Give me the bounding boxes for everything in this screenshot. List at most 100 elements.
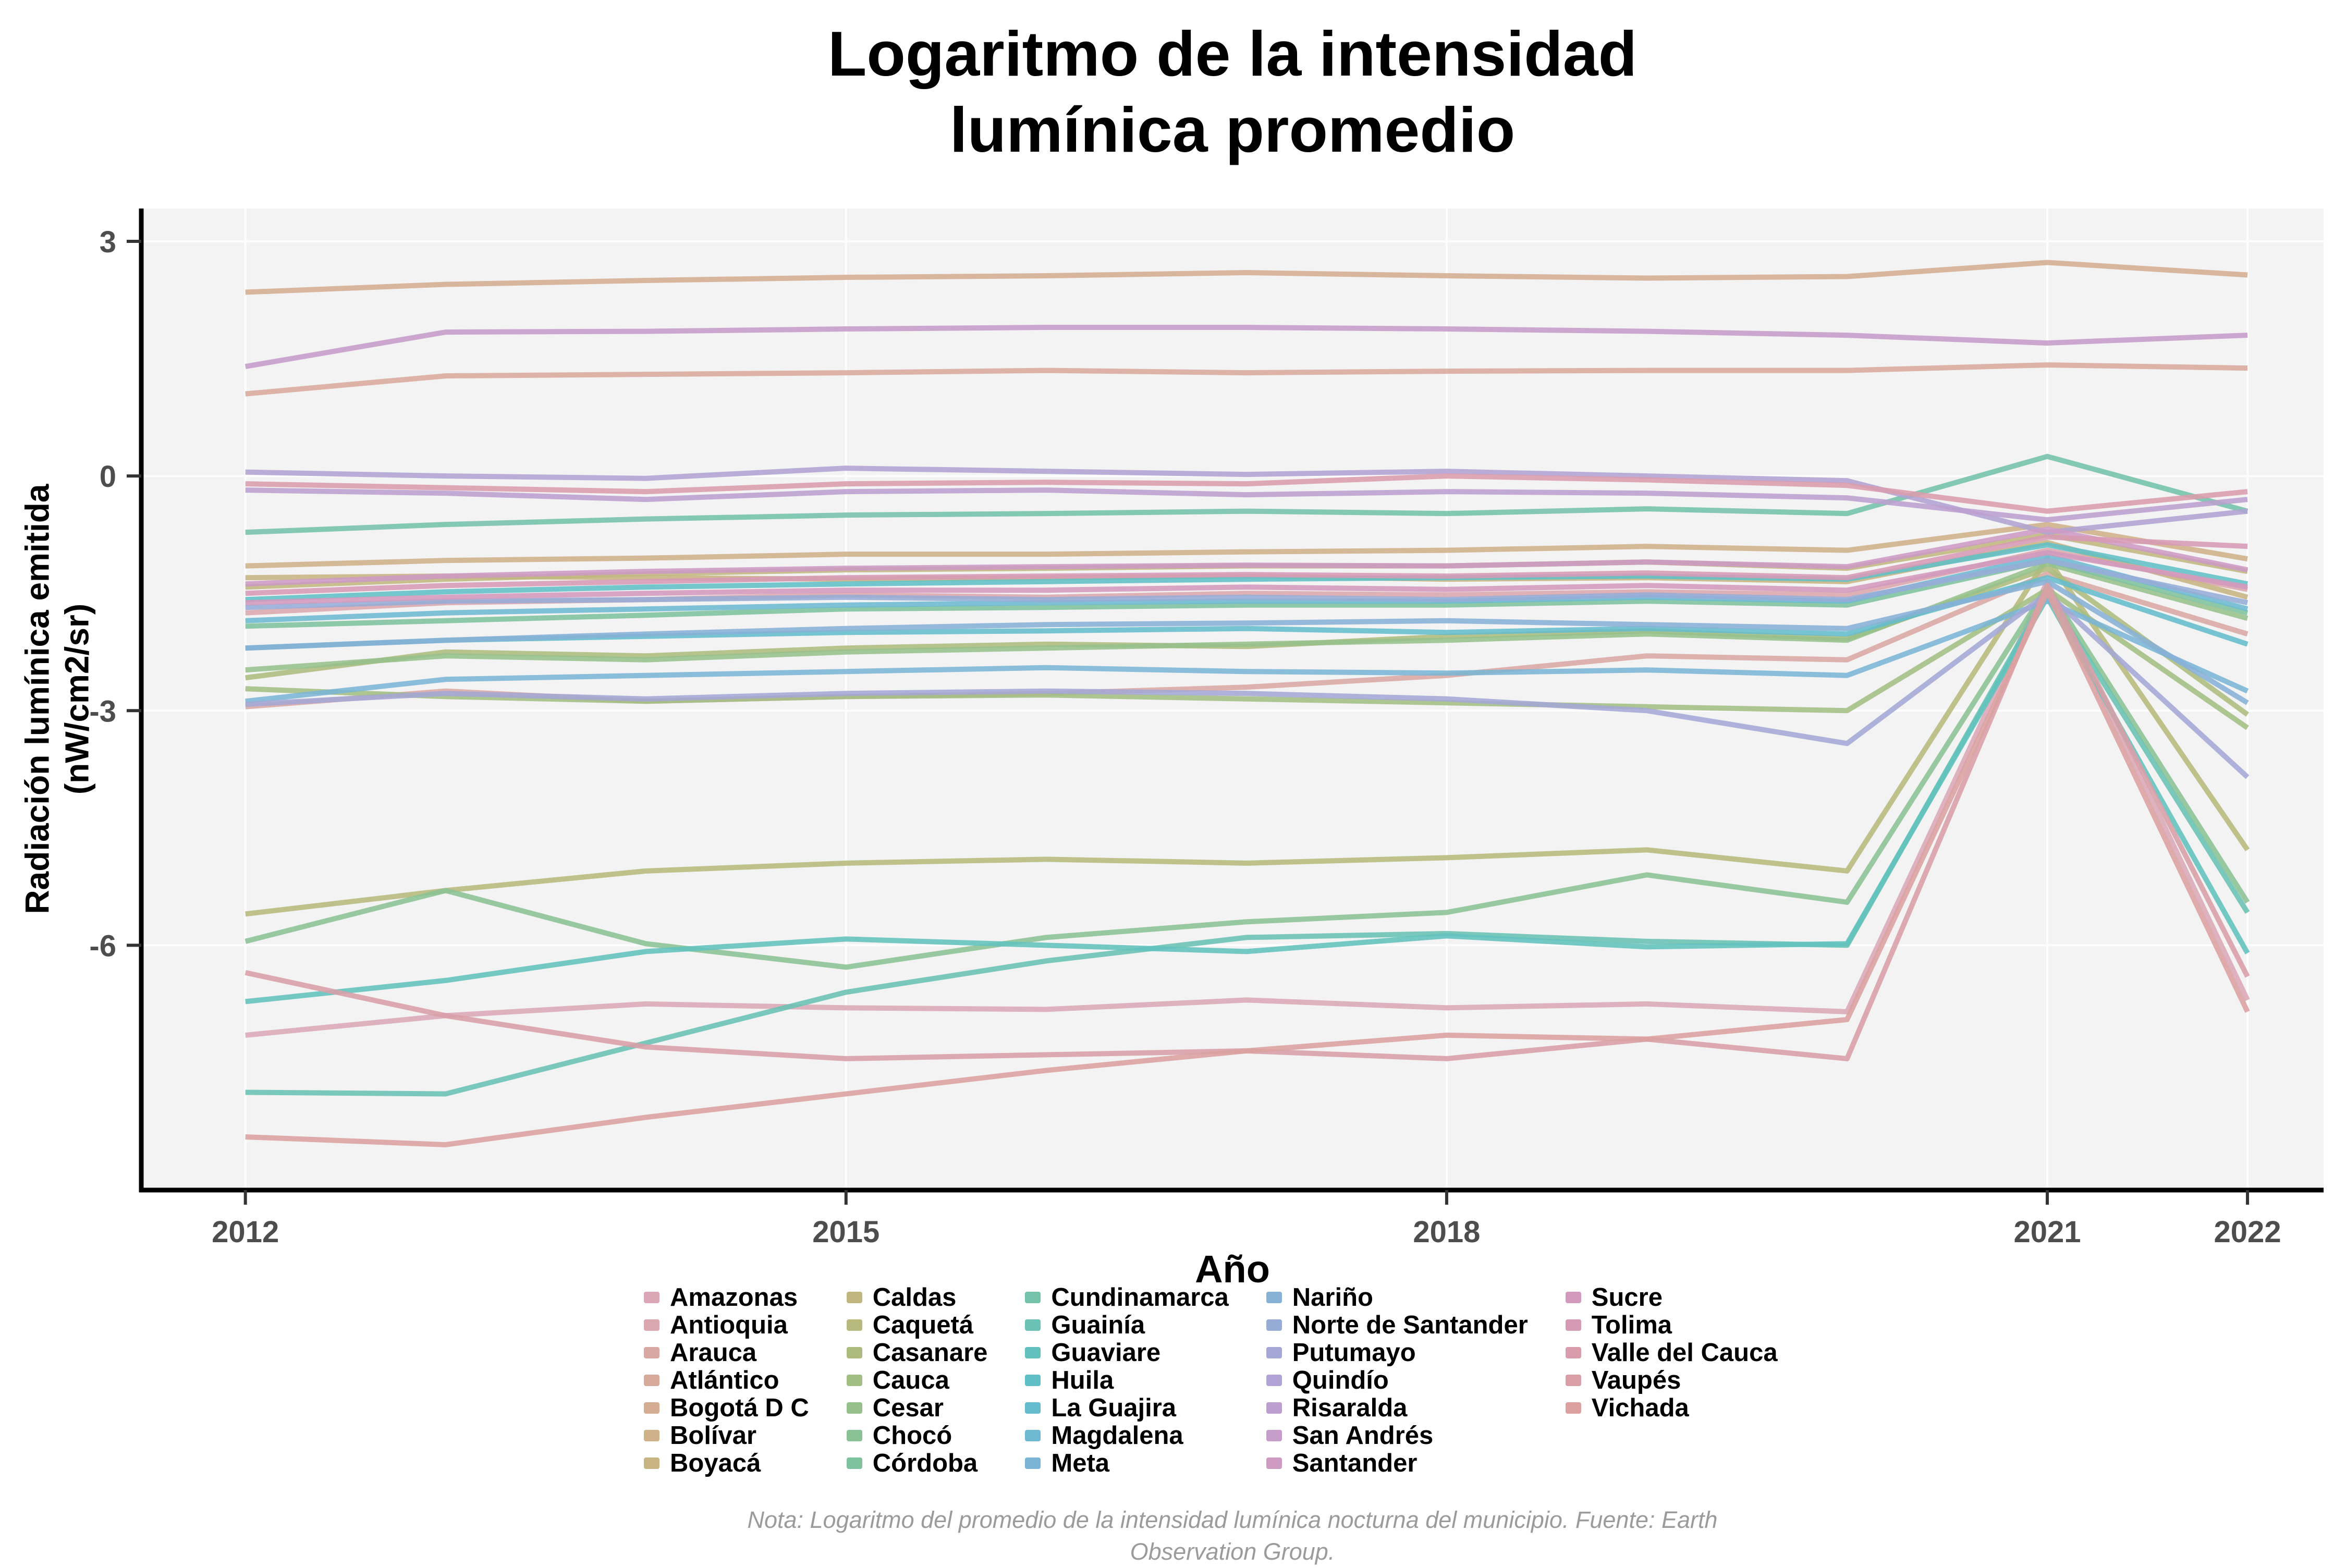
line-series-putumayo — [245, 591, 2250, 779]
legend-swatch — [1266, 1374, 1282, 1386]
legend-label: Bogotá D C — [670, 1393, 809, 1422]
legend-label: La Guajira — [1051, 1393, 1177, 1422]
legend-item: Santander — [1266, 1449, 1528, 1477]
legend-label: Bolívar — [670, 1421, 757, 1450]
legend-item: Caquetá — [846, 1311, 988, 1339]
chart-title: Logaritmo de la intensidad lumínica prom… — [827, 18, 1638, 166]
legend-label: Guaviare — [1051, 1338, 1161, 1367]
legend-swatch — [644, 1319, 659, 1331]
legend-swatch — [644, 1346, 659, 1358]
line-series-nari-o — [245, 579, 2249, 705]
line-series-huila — [245, 542, 2249, 603]
line-series-meta — [245, 598, 2249, 704]
legend-swatch — [1266, 1291, 1282, 1303]
legend-label: Vichada — [1591, 1393, 1689, 1422]
chart-caption: Nota: Logaritmo del promedio de la inten… — [747, 1506, 1718, 1565]
legend-swatch — [644, 1429, 659, 1441]
line-series-norte-de-santander — [245, 558, 2249, 610]
legend-label: Guainía — [1051, 1310, 1145, 1339]
legend-label: Nariño — [1292, 1283, 1373, 1312]
legend: Amazonas Antioquia Arauca Atlántico Bogotá D… — [644, 1283, 1778, 1483]
legend-item: Arauca — [644, 1338, 809, 1367]
line-series-choc- — [245, 584, 2250, 970]
legend-item: Boyacá — [644, 1449, 809, 1477]
y-axis-title: Radiación lumínica emitida (nW/cm2/sr) — [18, 484, 95, 914]
legend-swatch — [1266, 1402, 1282, 1414]
line-series-valle-del-cauca — [245, 473, 2248, 514]
legend-label: Antioquia — [670, 1310, 788, 1339]
legend-label: Risaralda — [1292, 1393, 1408, 1422]
legend-label: Valle del Cauca — [1591, 1338, 1778, 1367]
legend-label: Boyacá — [670, 1449, 761, 1477]
legend-item: Atlántico — [644, 1366, 809, 1394]
legend-swatch — [1025, 1402, 1041, 1414]
legend-label: Amazonas — [670, 1283, 798, 1312]
x-tick-label: 2012 — [212, 1215, 279, 1249]
line-series-san-andr-s — [245, 325, 2248, 370]
legend-item: Meta — [1025, 1449, 1228, 1477]
legend-swatch — [1565, 1291, 1581, 1303]
y-tick-label: -6 — [89, 929, 116, 963]
legend-swatch — [846, 1374, 862, 1386]
line-series-sucre — [245, 550, 2248, 606]
y-tick-label: -3 — [89, 694, 116, 728]
line-series-risaralda — [245, 487, 2248, 523]
legend-item: Casanare — [846, 1338, 988, 1367]
legend-item: Huila — [1025, 1366, 1228, 1394]
legend-swatch — [846, 1346, 862, 1358]
y-tick-label: 3 — [100, 225, 116, 259]
x-tick-label: 2022 — [2214, 1215, 2281, 1249]
legend-label: Norte de Santander — [1292, 1310, 1528, 1339]
legend-item: Cesar — [846, 1393, 988, 1422]
legend-label: San Andrés — [1292, 1421, 1434, 1450]
legend-label: Huila — [1051, 1366, 1114, 1394]
legend-swatch — [846, 1319, 862, 1331]
legend-swatch — [1565, 1319, 1581, 1331]
legend-item: Tolima — [1565, 1310, 1778, 1339]
legend-item: La Guajira — [1025, 1394, 1228, 1422]
legend-swatch — [1266, 1346, 1282, 1358]
legend-swatch — [1025, 1291, 1041, 1303]
line-series-bogot-d-c — [245, 260, 2248, 295]
legend-item: Cundinamarca — [1025, 1283, 1229, 1312]
x-axis-title: Año — [1195, 1247, 1270, 1291]
y-tick-label: 0 — [100, 460, 116, 494]
legend-swatch — [1565, 1402, 1581, 1414]
legend-label: Atlántico — [670, 1366, 779, 1394]
legend-item: Chocó — [846, 1421, 988, 1450]
legend-swatch — [1565, 1346, 1581, 1358]
x-tick-label: 2018 — [1413, 1215, 1480, 1249]
legend-item: Amazonas — [644, 1283, 809, 1312]
legend-item: Quindío — [1266, 1366, 1528, 1394]
line-series-guaviare — [245, 594, 2250, 1005]
legend-item: Valle del Cauca — [1565, 1338, 1778, 1367]
line-series-vichada — [245, 589, 2250, 1147]
line-series-bol-var — [245, 522, 2248, 569]
legend-swatch — [644, 1291, 659, 1303]
legend-label: Quindío — [1292, 1366, 1389, 1394]
legend-swatch — [846, 1402, 862, 1414]
legend-label: Sucre — [1591, 1283, 1663, 1312]
legend-swatch — [1266, 1457, 1282, 1469]
line-series-atl-ntico — [245, 362, 2248, 397]
legend-label: Tolima — [1591, 1310, 1672, 1339]
legend-label: Córdoba — [872, 1449, 978, 1477]
legend-item: Risaralda — [1266, 1394, 1528, 1422]
legend-swatch — [1025, 1319, 1041, 1331]
legend-swatch — [846, 1457, 862, 1469]
x-tick-label: 2021 — [2014, 1215, 2081, 1249]
legend-swatch — [1025, 1457, 1041, 1469]
line-series-caquet- — [245, 555, 2250, 917]
legend-swatch — [1025, 1429, 1041, 1441]
legend-label: Vaupés — [1591, 1366, 1681, 1394]
legend-label: Casanare — [872, 1338, 988, 1367]
legend-item: Norte de Santander — [1266, 1311, 1528, 1339]
legend-label: Arauca — [670, 1338, 757, 1367]
legend-label: Chocó — [872, 1421, 952, 1450]
legend-item: Putumayo — [1266, 1339, 1528, 1367]
legend-swatch — [644, 1374, 659, 1386]
legend-swatch — [1025, 1346, 1041, 1358]
line-series-tolima — [245, 534, 2248, 596]
legend-label: Cesar — [872, 1393, 944, 1422]
